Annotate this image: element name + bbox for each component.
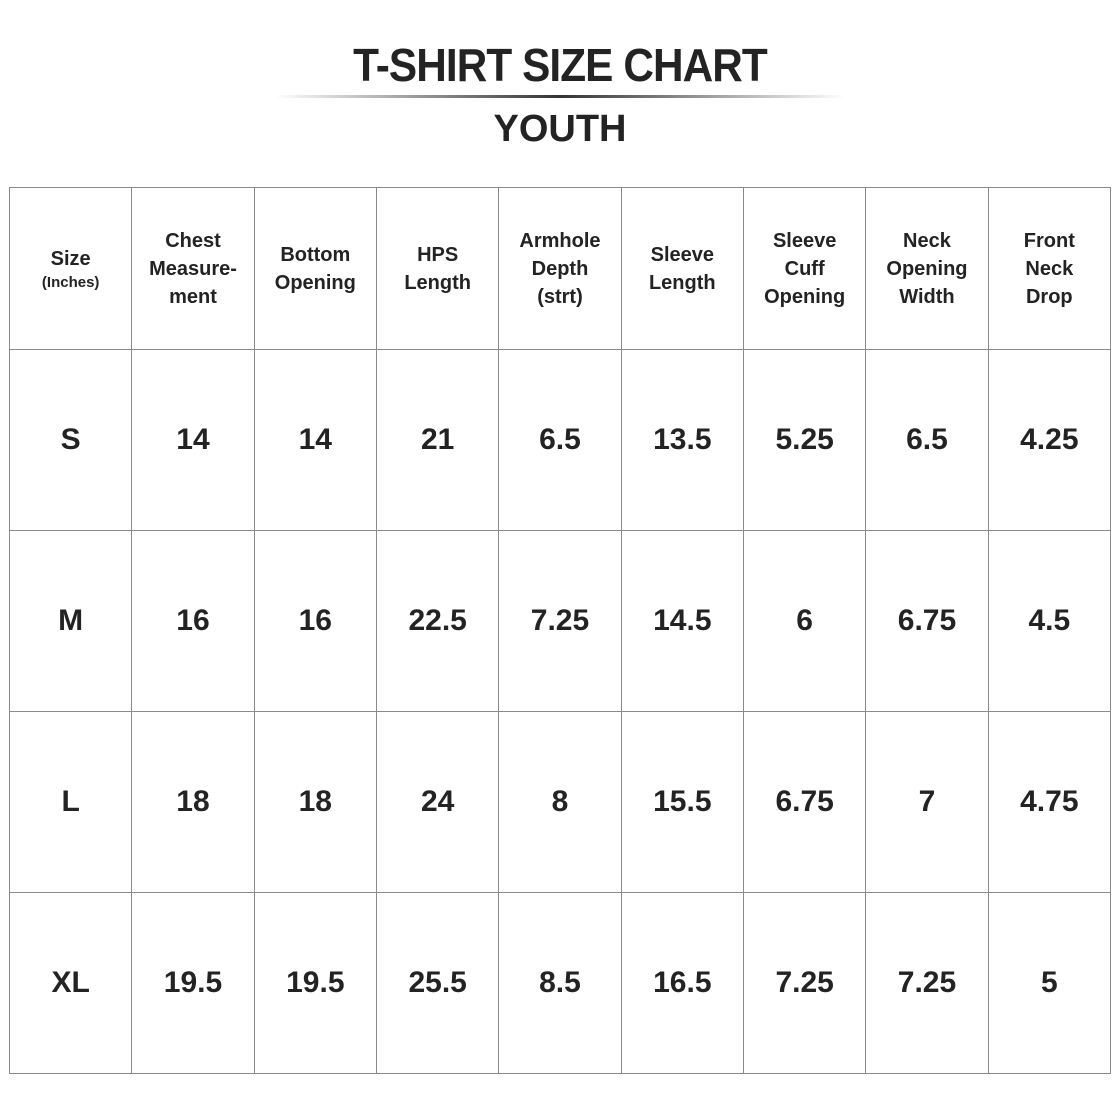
header-label: Sleeve Length: [648, 243, 716, 294]
header-row: Size (Inches) Chest Measure-ment Bottom Ope…: [8, 187, 1112, 350]
value-cell: 6: [742, 530, 867, 712]
header-label: Sleeve Cuff Opening: [764, 229, 846, 308]
value-cell: 15.5: [620, 711, 744, 893]
value-cell: 25.5: [375, 892, 500, 1074]
value-cell: 7: [865, 711, 989, 893]
header-neck-drop: Front Neck Drop: [987, 187, 1112, 350]
value-cell: 7.25: [742, 892, 867, 1074]
value-cell: 5.25: [742, 349, 867, 531]
size-table: Size (Inches) Chest Measure-ment Bottom Ope…: [8, 187, 1112, 1074]
size-label-cell: S: [8, 349, 133, 531]
value-cell: 7.25: [498, 530, 622, 712]
header-sleeve-cuff: Sleeve Cuff Opening: [742, 187, 867, 350]
table-row: L 18 18 24 8 15.5 6.75 7 4.75: [8, 711, 1112, 893]
value-cell: 5: [987, 892, 1112, 1074]
header-label: Front Neck Drop: [1023, 229, 1075, 308]
value-cell: 18: [131, 711, 255, 893]
header-unit: (Inches): [41, 273, 100, 291]
header-size: Size (Inches): [8, 187, 133, 350]
header-bottom-opening: Bottom Opening: [253, 187, 377, 350]
value-cell: 16: [253, 530, 377, 712]
size-label-cell: M: [8, 530, 133, 712]
table-row: XL 19.5 19.5 25.5 8.5 16.5 7.25 7.25 5: [8, 892, 1112, 1074]
value-cell: 8: [498, 711, 622, 893]
header-sleeve-length: Sleeve Length: [620, 187, 744, 350]
value-cell: 22.5: [375, 530, 500, 712]
value-cell: 7.25: [865, 892, 989, 1074]
value-cell: 14.5: [620, 530, 744, 712]
value-cell: 19.5: [131, 892, 255, 1074]
value-cell: 4.75: [987, 711, 1112, 893]
value-cell: 8.5: [498, 892, 622, 1074]
header-label: HPS Length: [404, 243, 471, 294]
value-cell: 21: [375, 349, 500, 531]
value-cell: 14: [253, 349, 377, 531]
header-armhole-depth: Armhole Depth (strt): [498, 187, 622, 350]
value-cell: 4.25: [987, 349, 1112, 531]
value-cell: 19.5: [253, 892, 377, 1074]
header-chest: Chest Measure-ment: [131, 187, 255, 350]
header-hps-length: HPS Length: [375, 187, 500, 350]
value-cell: 13.5: [620, 349, 744, 531]
header-label: Armhole Depth (strt): [519, 229, 601, 308]
value-cell: 4.5: [987, 530, 1112, 712]
value-cell: 18: [253, 711, 377, 893]
page-subtitle: YOUTH: [493, 108, 627, 150]
value-cell: 6.75: [865, 530, 989, 712]
value-cell: 16: [131, 530, 255, 712]
value-cell: 6.75: [742, 711, 867, 893]
table-row: M 16 16 22.5 7.25 14.5 6 6.75 4.5: [8, 530, 1112, 712]
value-cell: 6.5: [498, 349, 622, 531]
header-label: Chest Measure-ment: [149, 229, 237, 308]
value-cell: 14: [131, 349, 255, 531]
title-divider: [275, 95, 845, 98]
header-neck-width: Neck Opening Width: [865, 187, 989, 350]
table-row: S 14 14 21 6.5 13.5 5.25 6.5 4.25: [8, 349, 1112, 531]
value-cell: 24: [375, 711, 500, 893]
header-label: Size: [50, 247, 91, 270]
page-title: T-SHIRT SIZE CHART: [353, 39, 768, 91]
header-label: Bottom Opening: [274, 243, 356, 294]
size-label-cell: L: [8, 711, 133, 893]
size-label-cell: XL: [8, 892, 133, 1074]
value-cell: 6.5: [865, 349, 989, 531]
value-cell: 16.5: [620, 892, 744, 1074]
header-label: Neck Opening Width: [886, 229, 968, 308]
